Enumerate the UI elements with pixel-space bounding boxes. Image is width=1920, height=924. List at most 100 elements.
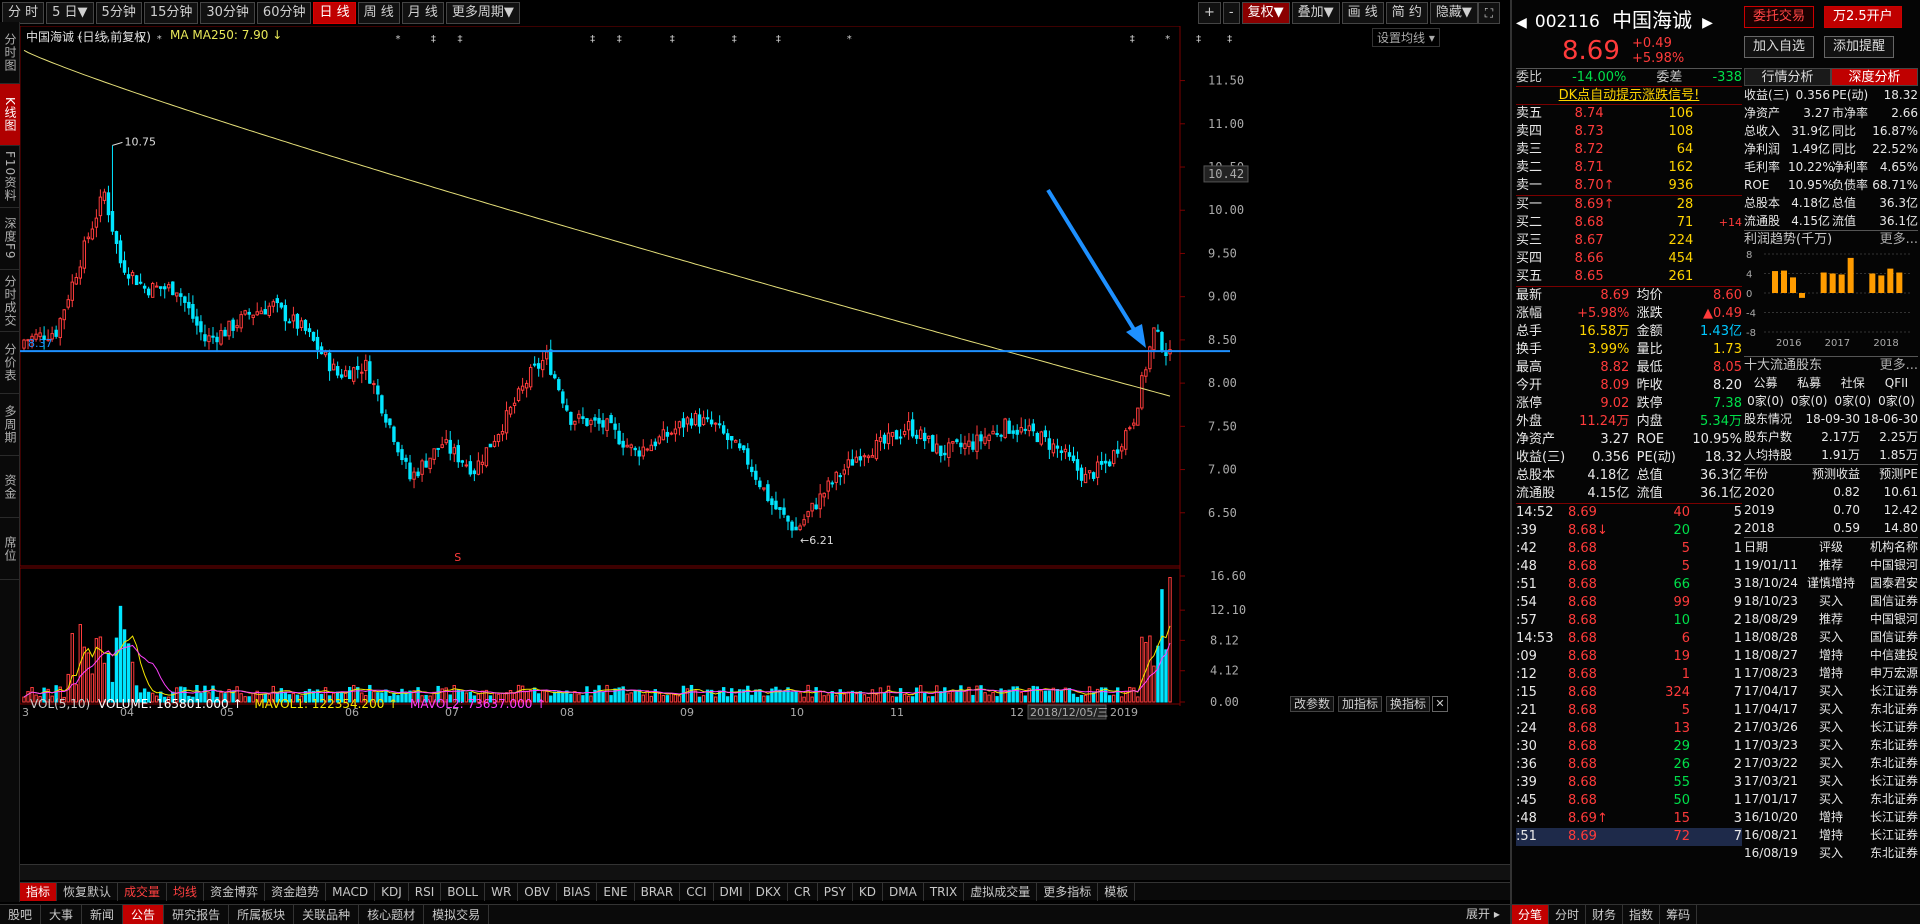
indicator-tab[interactable]: BIAS — [557, 883, 598, 901]
info-tab[interactable]: 股吧 — [0, 905, 42, 924]
period-tab[interactable]: 5 日▼ — [46, 2, 94, 24]
left-tab[interactable]: 席位 — [0, 518, 20, 580]
add-alert-button[interactable]: 添加提醒 — [1824, 36, 1895, 58]
tab-market-analysis[interactable]: 行情分析 — [1744, 68, 1831, 86]
left-tab[interactable]: F10资料 — [0, 146, 20, 208]
right-bottom-tab[interactable]: 财务 — [1586, 905, 1624, 924]
period-tab[interactable]: 5分钟 — [95, 2, 142, 24]
left-tab[interactable]: 分价表 — [0, 332, 20, 394]
indicator-tab[interactable]: BRAR — [635, 883, 681, 901]
profit-more-link[interactable]: 更多... — [1879, 232, 1918, 247]
indicator-tab[interactable]: KD — [853, 883, 883, 901]
indicator-tab[interactable]: 指标 — [20, 883, 58, 901]
tab-deep-analysis[interactable]: 深度分析 — [1831, 68, 1918, 86]
chart-tool-button[interactable]: 复权▼ — [1241, 2, 1290, 24]
indicator-tab[interactable]: TRIX — [924, 883, 965, 901]
chart-tool-button[interactable]: 简 约 — [1385, 2, 1428, 24]
indicator-tab[interactable]: OBV — [518, 883, 557, 901]
back-icon[interactable]: ◀ — [1516, 15, 1527, 31]
forward-icon[interactable]: ▶ — [1702, 15, 1713, 31]
chart-tool-button[interactable]: + — [1198, 2, 1221, 24]
open-account-button[interactable]: 万2.5开户 — [1824, 6, 1902, 28]
indicator-tab[interactable]: 资金趋势 — [265, 883, 327, 901]
chart-tool-button[interactable]: 叠加▼ — [1291, 2, 1340, 24]
vol-indicator-button[interactable]: 换指标 — [1386, 696, 1431, 712]
right-bottom-tab[interactable]: 指数 — [1623, 905, 1661, 924]
info-tab[interactable]: 研究报告 — [164, 905, 230, 924]
indicator-tab[interactable]: MACD — [326, 883, 376, 901]
indicator-tab[interactable]: 更多指标 — [1037, 883, 1099, 901]
right-bottom-tab[interactable]: 分笔 — [1512, 905, 1550, 924]
fullscreen-icon[interactable]: ⛶ — [1478, 2, 1500, 24]
indicator-tab[interactable]: PSY — [818, 883, 853, 901]
period-tab[interactable]: 日 线 — [313, 2, 356, 24]
left-tab[interactable]: 资金 — [0, 456, 20, 518]
chart-tool-button[interactable]: 画 线 — [1341, 2, 1384, 24]
chart-tool-button[interactable]: 隐藏▼ — [1429, 2, 1478, 24]
expand-button[interactable]: 展开 ▸ — [1466, 907, 1500, 921]
info-tab[interactable]: 核心题材 — [359, 905, 425, 924]
right-bottom-tab[interactable]: 分时 — [1549, 905, 1587, 924]
indicator-tab[interactable]: 均线 — [167, 883, 205, 901]
indicator-tab[interactable]: DMA — [883, 883, 924, 901]
indicator-tab[interactable]: DMI — [714, 883, 750, 901]
period-tab[interactable]: 30分钟 — [200, 2, 255, 24]
left-tab[interactable]: 多周期 — [0, 394, 20, 456]
indicator-tab[interactable]: CR — [788, 883, 818, 901]
candle-body — [352, 367, 356, 382]
trade-button[interactable]: 委托交易 — [1744, 6, 1815, 28]
event-marker: * — [396, 34, 401, 45]
left-tab[interactable]: 分时图 — [0, 22, 20, 84]
indicator-tab[interactable]: 虚拟成交量 — [964, 883, 1038, 901]
indicator-tab[interactable]: KDJ — [375, 883, 409, 901]
vol-indicator-button[interactable]: 加指标 — [1338, 696, 1383, 712]
stat-value: 5.34万 — [1700, 414, 1742, 429]
indicator-tab[interactable]: 模板 — [1098, 883, 1136, 901]
ma-setting-button[interactable]: 设置均线 ▾ — [1372, 28, 1440, 47]
indicator-tab[interactable]: WR — [485, 883, 519, 901]
close-icon[interactable]: ✕ — [1432, 696, 1448, 712]
holders-more-link[interactable]: 更多... — [1879, 358, 1918, 373]
add-watchlist-button[interactable]: 加入自选 — [1744, 36, 1815, 58]
chart-scrollbar[interactable] — [20, 864, 1510, 880]
rating-cell: 推荐 — [1818, 612, 1843, 626]
dk-signal-link[interactable]: DK点自动提示涨跌信号! — [1516, 86, 1742, 104]
period-tab[interactable]: 15分钟 — [143, 2, 199, 24]
volume-bar — [955, 689, 959, 703]
info-tab[interactable]: 关联品种 — [294, 905, 360, 924]
period-tab[interactable]: 60分钟 — [256, 2, 312, 24]
info-tab[interactable]: 大事 — [41, 905, 83, 924]
indicator-tab[interactable]: 资金博弈 — [204, 883, 266, 901]
vol-indicator-button[interactable]: 改参数 — [1290, 696, 1335, 712]
left-tab[interactable]: 分时成交 — [0, 270, 20, 332]
info-tab[interactable]: 公告 — [123, 905, 165, 924]
left-tab[interactable]: K线图 — [0, 84, 20, 146]
indicator-tab[interactable]: BOLL — [441, 883, 486, 901]
indicator-tab[interactable]: RSI — [409, 883, 442, 901]
candle-body — [388, 418, 392, 426]
volume-bar — [396, 695, 400, 703]
chart-tool-button[interactable]: - — [1222, 2, 1240, 24]
rating-row: 16/08/21 增持 长江证券 — [1744, 826, 1918, 844]
candle-body — [66, 299, 70, 308]
volume-bar — [1055, 689, 1060, 703]
indicator-tab[interactable]: 成交量 — [118, 883, 168, 901]
left-tab[interactable]: 深度F9 — [0, 208, 20, 270]
info-tab[interactable]: 新闻 — [82, 905, 124, 924]
candle-body — [802, 519, 806, 526]
indicator-tab[interactable]: CCI — [680, 883, 714, 901]
indicator-tab[interactable]: DKX — [750, 883, 788, 901]
rating-row: 17/01/17 买入 东北证券 — [1744, 790, 1918, 808]
period-tab[interactable]: 更多周期▼ — [445, 2, 520, 24]
indicator-tab[interactable]: ENE — [597, 883, 635, 901]
period-tab[interactable]: 周 线 — [357, 2, 400, 24]
info-tab[interactable]: 模拟交易 — [424, 905, 490, 924]
kline-chart[interactable]: 11.5011.0010.5010.009.509.008.508.007.50… — [20, 26, 1510, 866]
period-tab[interactable]: 月 线 — [401, 2, 444, 24]
period-tab[interactable]: 分 时 — [2, 2, 45, 24]
month-label: 12 — [1010, 706, 1024, 719]
right-bottom-tab[interactable]: 筹码 — [1660, 905, 1698, 924]
info-tab[interactable]: 所属板块 — [229, 905, 295, 924]
indicator-tab[interactable]: 恢复默认 — [57, 883, 119, 901]
rating-cell: 国信证券 — [1869, 594, 1918, 608]
